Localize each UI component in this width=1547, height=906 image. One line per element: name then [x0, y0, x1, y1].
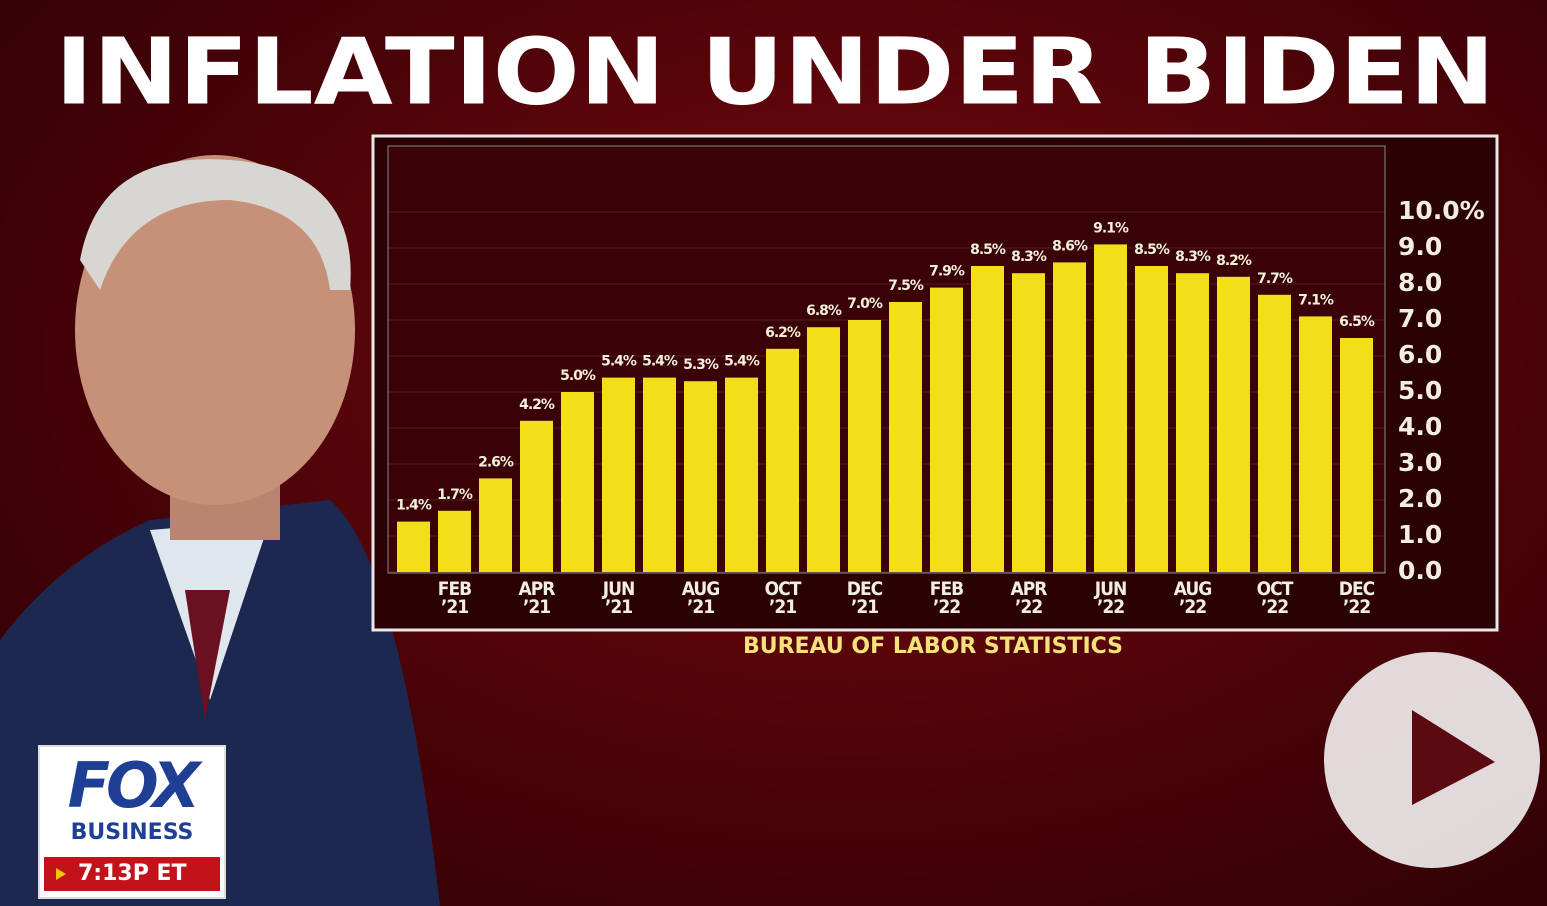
- x-tick-label: DEC ’22: [1339, 580, 1374, 616]
- y-tick-label: 8.0: [1398, 268, 1442, 297]
- bar: [1217, 277, 1250, 572]
- source: BUREAU OF LABOR STATISTICS: [743, 634, 1123, 659]
- value-label: 7.7%: [1257, 271, 1293, 287]
- bar: [438, 511, 471, 572]
- bar: [1135, 266, 1168, 572]
- value-label: 5.4%: [601, 354, 637, 370]
- bar: [684, 381, 717, 572]
- value-label: 5.4%: [724, 354, 760, 370]
- value-label: 6.5%: [1339, 314, 1375, 330]
- bar: [930, 288, 963, 572]
- bar: [520, 421, 553, 572]
- x-tick-label: JUN ’22: [1095, 580, 1127, 616]
- value-label: 6.8%: [806, 303, 842, 319]
- x-tick-label: FEB ’21: [438, 580, 471, 616]
- value-label: 7.9%: [929, 264, 965, 280]
- bar: [479, 478, 512, 572]
- y-tick-label: 7.0: [1398, 304, 1442, 333]
- x-tick-label: AUG ’21: [682, 580, 720, 616]
- bar: [1258, 295, 1291, 572]
- bar: [725, 378, 758, 572]
- bar: [1340, 338, 1373, 572]
- bar: [602, 378, 635, 572]
- bar: [889, 302, 922, 572]
- chart-title: INFLATION UNDER BIDEN: [55, 18, 1495, 125]
- network: FOX: [40, 753, 224, 819]
- x-tick-label: AUG ’22: [1174, 580, 1212, 616]
- chart: INFLATION UNDER BIDEN BUREAU OF LABOR ST…: [0, 0, 1547, 906]
- bar: [1053, 262, 1086, 572]
- value-label: 8.3%: [1175, 249, 1211, 265]
- bar: [766, 349, 799, 572]
- y-tick-label: 3.0: [1398, 448, 1442, 477]
- y-tick-label: 1.0: [1398, 520, 1442, 549]
- value-label: 9.1%: [1093, 220, 1129, 236]
- x-tick-label: OCT ’21: [765, 580, 801, 616]
- value-label: 1.4%: [396, 498, 432, 514]
- value-label: 8.2%: [1216, 253, 1252, 269]
- bar: [971, 266, 1004, 572]
- value-label: 5.0%: [560, 368, 596, 384]
- value-label: 8.6%: [1052, 238, 1088, 254]
- y-tick-label: 2.0: [1398, 484, 1442, 513]
- bar: [397, 522, 430, 572]
- x-tick-label: OCT ’22: [1257, 580, 1293, 616]
- value-label: 8.5%: [1134, 242, 1170, 258]
- value-label: 7.1%: [1298, 292, 1334, 308]
- bar: [1012, 273, 1045, 572]
- y-tick-label: 10.0%: [1398, 196, 1485, 225]
- y-tick-label: 9.0: [1398, 232, 1442, 261]
- value-label: 8.5%: [970, 242, 1006, 258]
- x-tick-label: DEC ’21: [847, 580, 882, 616]
- value-label: 1.7%: [437, 487, 473, 503]
- bar: [1299, 316, 1332, 572]
- y-tick-label: 4.0: [1398, 412, 1442, 441]
- page: INFLATION UNDER BIDEN BUREAU OF LABOR ST…: [0, 0, 1547, 906]
- value-label: 6.2%: [765, 325, 801, 341]
- x-tick-label: APR ’22: [1011, 580, 1047, 616]
- x-tick-label: JUN ’21: [603, 580, 635, 616]
- bar: [643, 378, 676, 572]
- channel: BUSINESS: [40, 821, 224, 845]
- y-tick-label: 6.0: [1398, 340, 1442, 369]
- bar: [1094, 244, 1127, 572]
- bar: [848, 320, 881, 572]
- x-tick-label: FEB ’22: [930, 580, 963, 616]
- y-tick-label: 0.0: [1398, 556, 1442, 585]
- bar: [807, 327, 840, 572]
- bar: [561, 392, 594, 572]
- value-label: 8.3%: [1011, 249, 1047, 265]
- value-label: 4.2%: [519, 397, 555, 413]
- value-label: 5.4%: [642, 354, 678, 370]
- value-label: 2.6%: [478, 454, 514, 470]
- time: 7:13P ET: [44, 857, 220, 891]
- network-logo: FOX BUSINESS 7:13P ET: [38, 745, 226, 899]
- value-label: 7.5%: [888, 278, 924, 294]
- x-tick-label: APR ’21: [519, 580, 555, 616]
- y-tick-label: 5.0: [1398, 376, 1442, 405]
- value-label: 7.0%: [847, 296, 883, 312]
- bar: [1176, 273, 1209, 572]
- value-label: 5.3%: [683, 357, 719, 373]
